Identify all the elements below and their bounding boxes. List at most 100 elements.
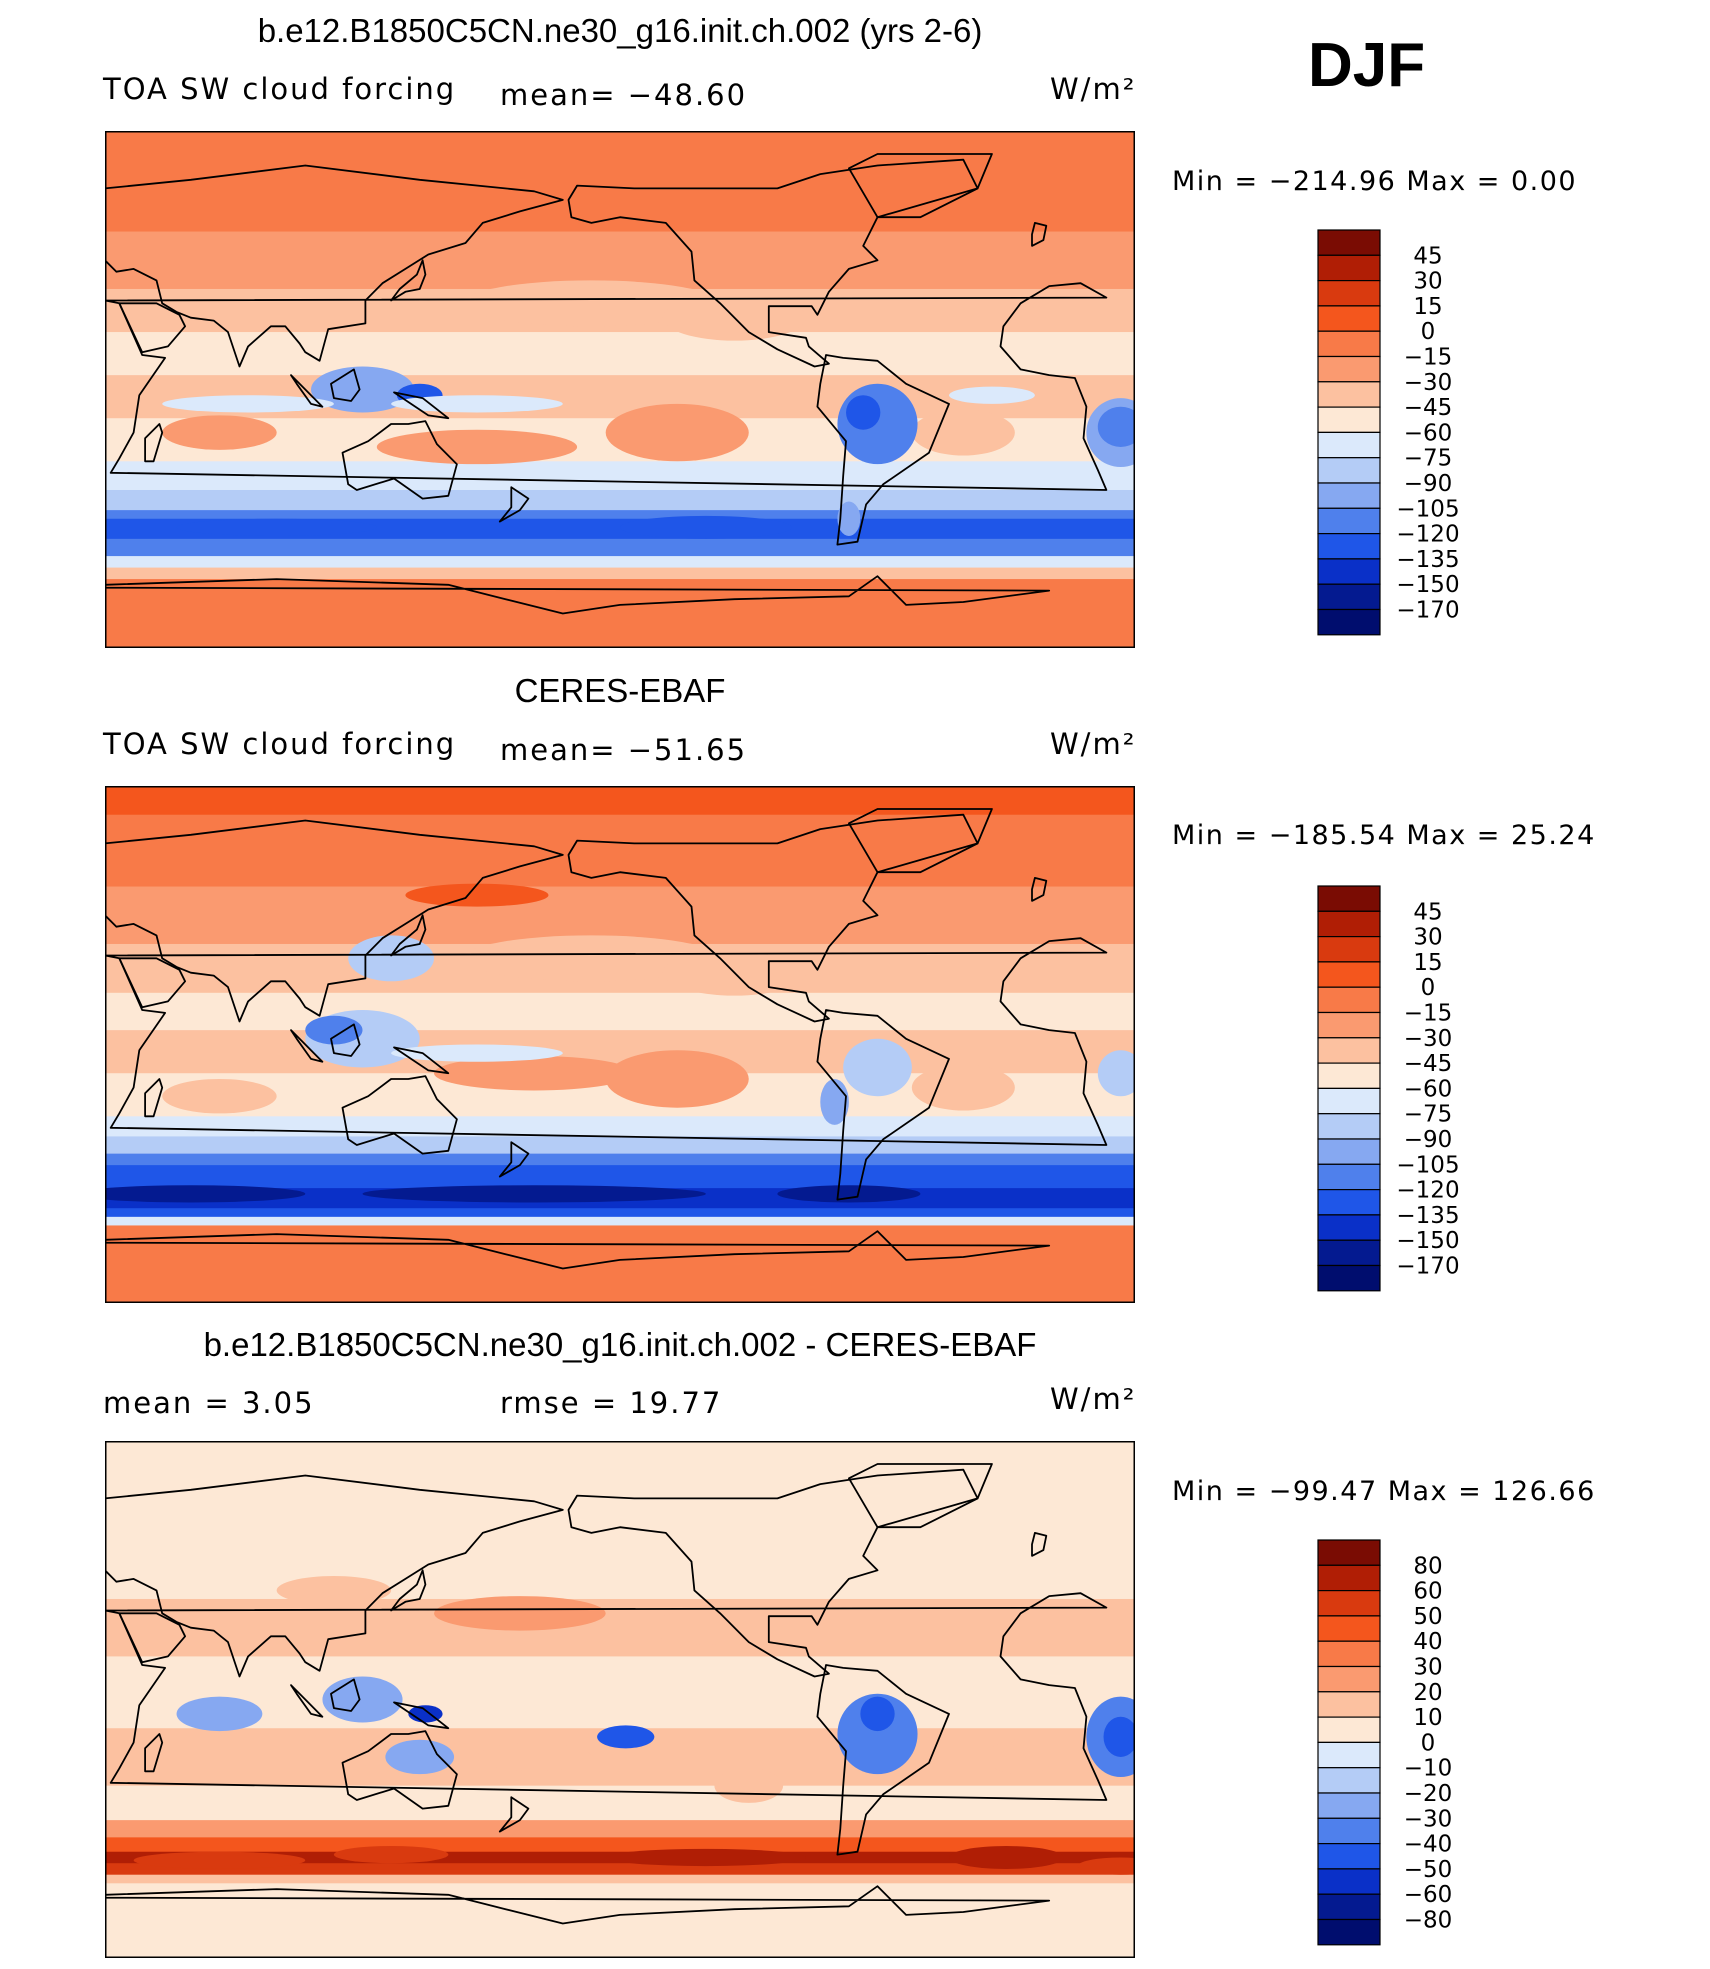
panel-2-colorbar-box [1317,885,1381,912]
panel-2-minmax: Min = −185.54 Max = 25.24 [1172,820,1596,851]
panel-1-colorbar-box [1317,533,1381,560]
panel-1-minmax: Min = −214.96 Max = 0.00 [1172,166,1578,197]
panel-3-anomaly-region [949,1845,1064,1869]
panel-3-zonal-band [105,1685,1135,1730]
panel-2-anomaly-region [462,935,721,982]
panel-3-map [105,1441,1135,1958]
panel-2-colorbar-box [1317,1087,1381,1115]
panel-2-colorbar-box [1317,935,1381,963]
panel-3-colorbar-box [1317,1767,1381,1794]
panel-2-title: CERES-EBAF [514,672,726,709]
panel-1-map [105,131,1135,648]
panel-1-colorbar-box [1317,457,1381,484]
panel-1-coastline-arabia [118,302,186,354]
panel-2-anomaly-region [843,1038,912,1097]
panel-1-colorbar-label: −150 [1396,572,1459,598]
panel-3-coastline-indonesia1 [290,1684,324,1718]
panel-3-zonal-band [105,1820,1135,1839]
panel-2-colorbar-box [1317,1037,1381,1064]
panel-2-variable-label: TOA SW cloud forcing [103,727,457,761]
panel-2-zonal-band [105,1136,1135,1155]
panel-1-colorbar-label: 15 [1413,294,1442,320]
panel-1-coastline-greenland [848,153,993,219]
panel-1-zonal-band [105,510,1135,520]
panel-2-coastline-japan [390,914,427,957]
panel-3-anomaly-region [1103,1716,1135,1757]
panel-3-anomaly-region [133,1851,306,1869]
panel-2-coastline-eurasia [105,819,564,1023]
panel-2-colorbar: 4530150−15−30−45−60−75−90−105−120−135−15… [1317,885,1460,1292]
panel-3-title: b.e12.B1850C5CN.ne30_g16.init.ch.002 - C… [203,1326,1037,1363]
panel-1-colorbar-label: −170 [1396,598,1459,624]
panel-1-colorbar-box [1317,583,1381,611]
panel-3-colorbar-box [1317,1716,1381,1744]
panel-3-mean-label: mean = 3.05 [103,1386,315,1420]
panel-1-anomaly-region [176,518,377,536]
panel-3-colorbar-box [1317,1589,1381,1617]
panel-1-anomaly-region [620,515,792,539]
panel-1-colorbar-label: −60 [1404,420,1453,446]
panel-2-coastline-nz [498,1141,530,1178]
panel-2-colorbar-label: −15 [1404,1001,1453,1027]
panel-2-map-frame [105,786,1135,1303]
panel-3-coastline-nz [498,1796,530,1833]
panel-2-colorbar-label: −105 [1396,1152,1459,1178]
panel-3-colorbar-label: 20 [1413,1680,1442,1706]
panel-3-coastline-australia [341,1730,458,1810]
panel-1-anomaly-region [1097,406,1135,447]
panel-1-colorbar-box [1317,330,1381,358]
panel-2-anomaly-region [348,935,435,982]
panel-2-anomaly-region [105,1185,306,1203]
panel-3-coastline-japan [390,1569,427,1612]
panel-2-colorbar-label: −170 [1396,1254,1459,1280]
panel-1-coastline-indonesia2 [330,368,361,402]
panel-1-colorbar-box [1317,279,1381,307]
panel-1-coastline-uk [1031,222,1048,247]
panel-2-coastline-indonesia1 [290,1029,324,1063]
panel-3-anomaly-region [322,1676,403,1723]
panel-1-anomaly-region [462,280,721,327]
panel-1-title: b.e12.B1850C5CN.ne30_g16.init.ch.002 (yr… [257,12,983,49]
panel-1-colorbar-box [1317,431,1381,459]
panel-2-zonal-band [105,886,1135,945]
panel-1-coastline-madagascar [144,423,164,463]
panel-2-colorbar-box [1317,1138,1381,1165]
panel-3-colorbar-box [1317,1564,1381,1592]
panel-1-map-frame [105,131,1135,648]
panel-1-colorbar-label: 45 [1413,243,1442,269]
panel-2-units: W/m² [1050,727,1137,761]
panel-2-anomaly-region [777,1185,921,1203]
panel-3-coastline-eurasia [105,1474,564,1678]
panel-3-colorbar-box [1317,1691,1381,1718]
panel-1-anomaly-region [837,501,861,536]
panel-3-coastline-arabia [118,1612,186,1664]
panel-2-anomaly-region [305,1015,363,1045]
panel-3-colorbar-box [1317,1868,1381,1895]
panel-1-units: W/m² [1050,72,1137,106]
panel-2-zonal-band [105,786,1135,816]
panel-2-colorbar-label: −150 [1396,1228,1459,1254]
panel-3-zonal-band [105,1883,1135,1958]
panel-3-anomaly-region [986,1739,1055,1775]
panel-1-colorbar-box [1317,558,1381,585]
panel-2-colorbar-box [1317,910,1381,938]
panel-1-colorbar-box [1317,608,1381,636]
panel-3-coastline-madagascar [144,1733,164,1773]
panel-3-colorbar-box [1317,1665,1381,1693]
panel-1-colorbar-label: −120 [1396,522,1459,548]
panel-1-anomaly-region [311,366,414,413]
panel-2-anomaly-region [911,1064,1015,1111]
panel-2-coastline-newguinea [393,1046,450,1075]
panel-2-colorbar-label: −135 [1396,1203,1459,1229]
panel-1-coastline-newguinea [393,391,450,420]
panel-3-anomaly-region [176,1696,263,1732]
panel-2-colorbar-label: −60 [1404,1076,1453,1102]
panel-3-zonal-band [105,1874,1135,1885]
panel-3-coastline-antarctica [105,1885,1051,1958]
panel-3-colorbar-box [1317,1640,1381,1668]
panel-1-colorbar-label: −45 [1404,395,1453,421]
panel-3-colorbar-box [1317,1615,1381,1642]
panel-3-colorbar-label: 40 [1413,1629,1442,1655]
panel-3-anomaly-region [1077,1857,1135,1875]
panel-2-zonal-band [105,992,1135,1032]
